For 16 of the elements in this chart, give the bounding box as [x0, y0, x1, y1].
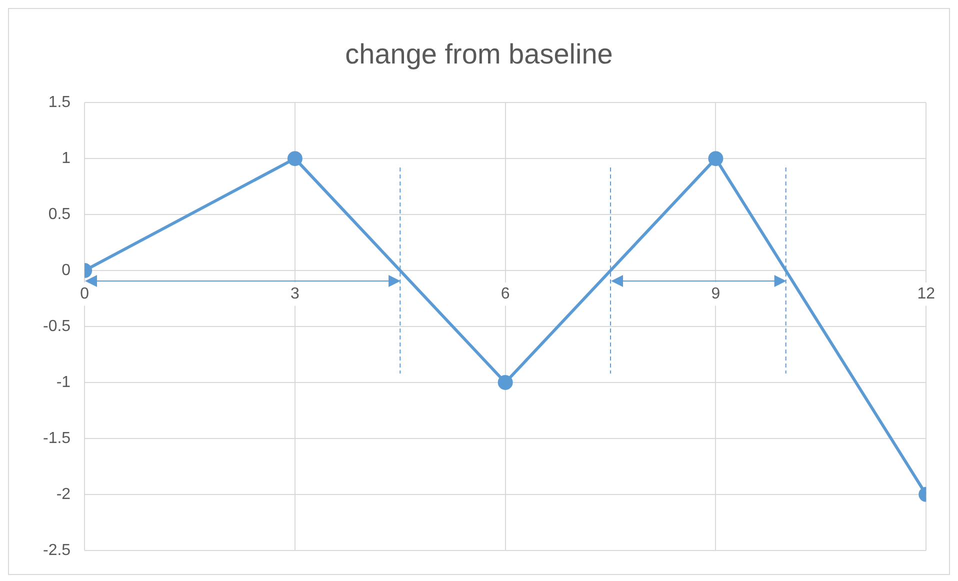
y-tick-label: -1	[56, 374, 71, 391]
x-tick-label: 0	[80, 286, 90, 303]
y-tick-label: 0.5	[48, 206, 71, 223]
y-tick-label: -1.5	[42, 430, 71, 447]
y-tick-label: 1	[62, 150, 71, 167]
y-tick-label: -2.5	[42, 542, 71, 559]
y-tick-label: -2	[56, 486, 71, 503]
x-tick-label: 9	[711, 286, 720, 303]
x-tick-label: 3	[290, 286, 300, 303]
y-tick-label: -0.5	[42, 318, 71, 335]
chart-title: change from baseline	[345, 38, 613, 70]
x-tick-label: 6	[500, 286, 510, 303]
y-tick-label: 0	[62, 262, 71, 279]
point	[498, 374, 513, 390]
x-tick-label: 12	[917, 286, 936, 303]
y-tick-label: 1.5	[48, 94, 71, 112]
